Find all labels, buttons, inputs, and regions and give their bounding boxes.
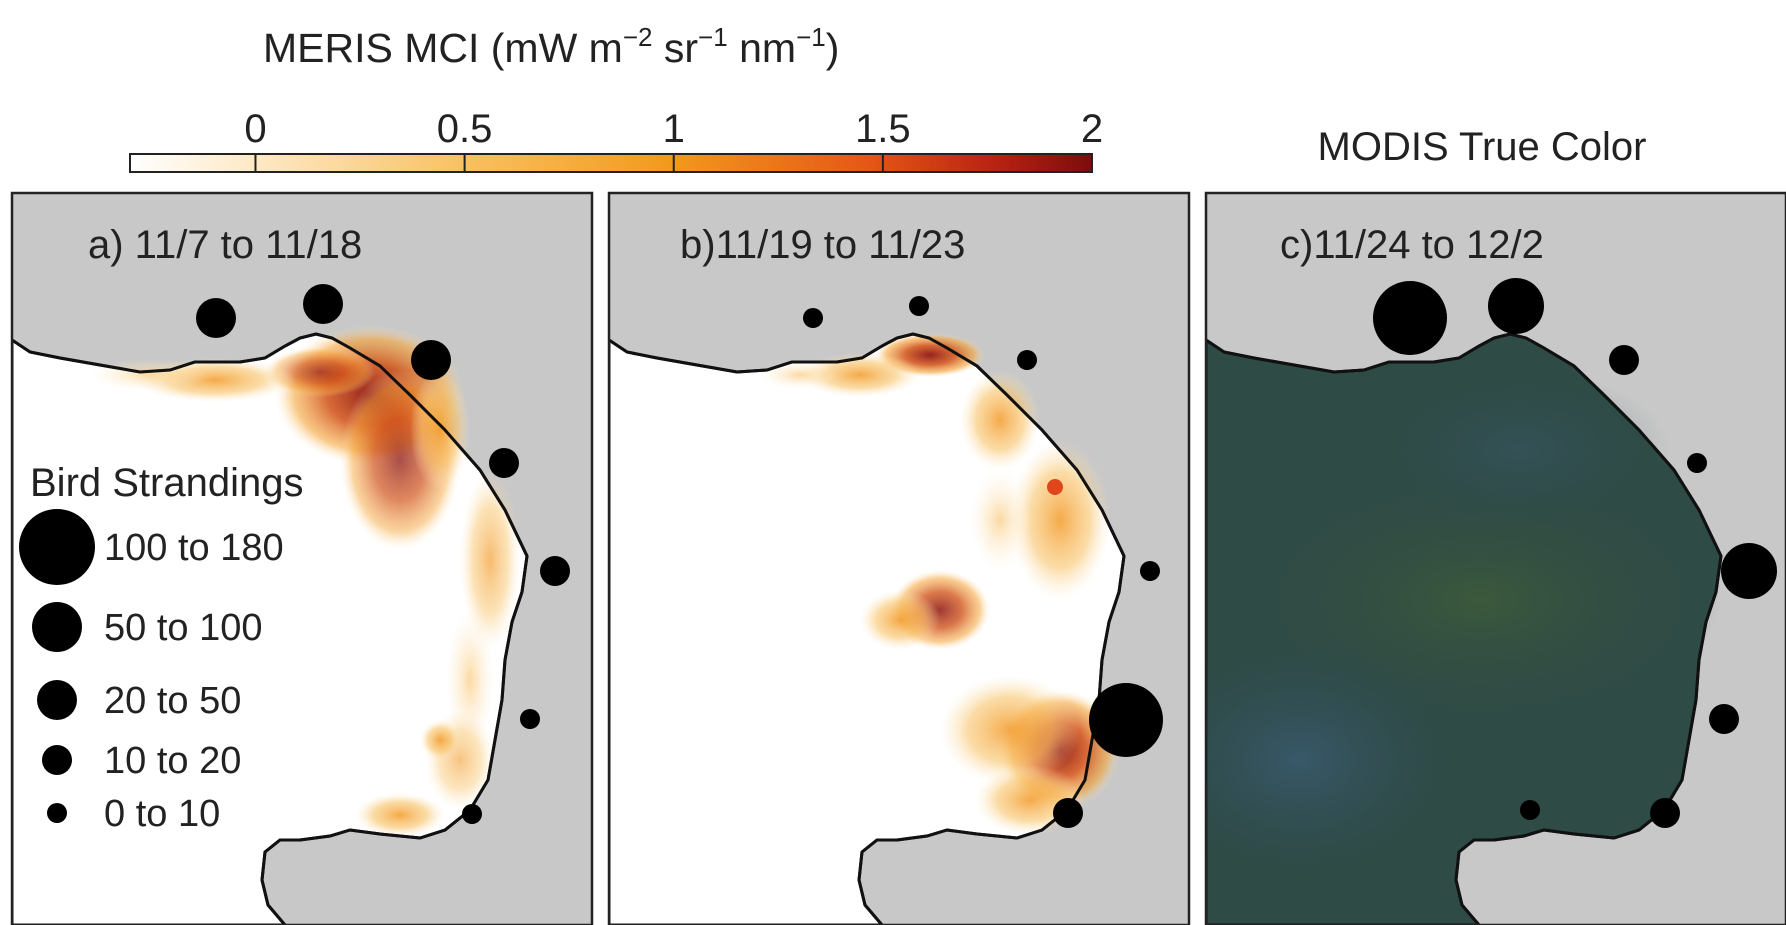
stranding-marker	[1140, 561, 1160, 581]
panel-c-coast	[1206, 332, 1723, 925]
panel-a-frame	[10, 191, 594, 925]
panel-b-coast	[609, 332, 1126, 925]
panel-a-coast	[12, 332, 529, 925]
legend-label: 100 to 180	[104, 527, 284, 569]
legend-marker-l	[32, 602, 82, 652]
stranding-marker	[1089, 683, 1163, 757]
legend-title: Bird Strandings	[30, 461, 303, 505]
stranding-marker	[1650, 798, 1680, 828]
legend-label: 50 to 100	[104, 607, 262, 649]
stranding-marker	[1053, 798, 1083, 828]
colorbar-tick-label: 1	[663, 107, 685, 151]
colorbar-ticks: 0 0.5 1 1.5 2	[244, 107, 1103, 172]
panel-a-strandings	[196, 284, 570, 824]
panel-b-strandings	[803, 296, 1163, 828]
stranding-marker	[520, 709, 540, 729]
panel-c-label: c)11/24 to 12/2	[1280, 223, 1544, 267]
legend: Bird Strandings 100 to 180 50 to 100 20 …	[19, 461, 303, 835]
stranding-marker	[1609, 345, 1639, 375]
legend-label: 10 to 20	[104, 740, 241, 782]
legend-marker-s	[42, 745, 72, 775]
stranding-marker	[1709, 704, 1739, 734]
panel-c-strandings	[1373, 278, 1777, 828]
panel-b: b)11/19 to 11/23	[607, 191, 1191, 925]
colorbar-title: MERIS MCI (mW m−2 sr−1 nm−1)	[263, 22, 839, 71]
colorbar-tick-label: 1.5	[855, 107, 911, 151]
panel-b-frame	[607, 191, 1191, 925]
colorbar-bar	[129, 153, 1093, 173]
legend-marker-xl	[19, 509, 95, 585]
stranding-marker	[411, 340, 451, 380]
panel-c-truecolor	[1206, 370, 1720, 880]
panel-c-frame	[1204, 191, 1786, 925]
stranding-marker	[303, 284, 343, 324]
stranding-marker	[1017, 350, 1037, 370]
colorbar-tick-label: 2	[1081, 107, 1103, 151]
stranding-marker	[462, 804, 482, 824]
stranding-marker	[1373, 281, 1447, 355]
stranding-marker	[196, 298, 236, 338]
panel-a: a) 11/7 to 11/18 Bird Strandings 100 to …	[10, 191, 594, 925]
stranding-marker	[489, 448, 519, 478]
stranding-marker	[803, 308, 823, 328]
stranding-marker	[1520, 800, 1540, 820]
stranding-marker	[909, 296, 929, 316]
panel-b-label: b)11/19 to 11/23	[680, 223, 965, 267]
panel-c: c)11/24 to 12/2	[1204, 191, 1786, 925]
panel-a-label: a) 11/7 to 11/18	[88, 223, 362, 267]
panel-a-mci	[90, 325, 520, 837]
legend-label: 0 to 10	[104, 793, 220, 835]
legend-marker-m	[37, 680, 77, 720]
legend-label: 20 to 50	[104, 680, 241, 722]
stranding-marker	[1488, 278, 1544, 334]
stranding-marker	[1721, 543, 1777, 599]
legend-marker-xs	[47, 803, 67, 823]
colorbar-tick-label: 0	[244, 107, 266, 151]
stranding-marker	[1687, 453, 1707, 473]
colorbar-tick-label: 0.5	[437, 107, 493, 151]
colorbar: 0 0.5 1 1.5 2	[129, 107, 1103, 173]
modis-label: MODIS True Color	[1318, 125, 1647, 169]
stranding-marker	[540, 556, 570, 586]
